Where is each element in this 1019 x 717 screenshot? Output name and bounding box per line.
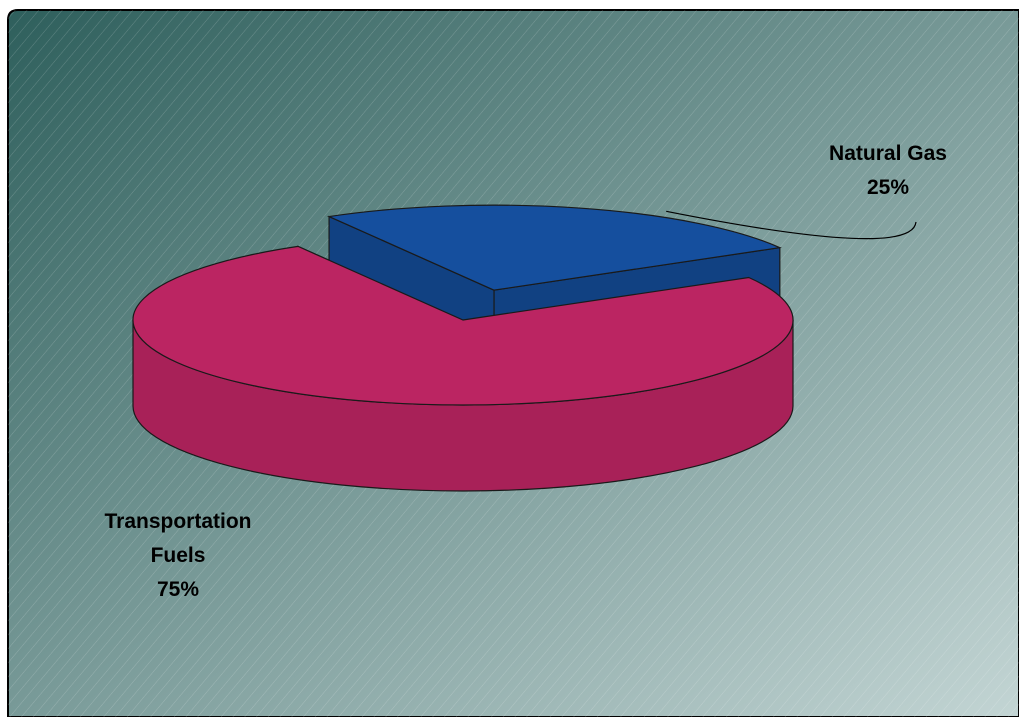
transportation-fuels-slice [132, 245, 794, 406]
transportation-fuels-name-label: Transportation [104, 510, 251, 533]
transportation-fuels-label: Transportation Fuels 75% [104, 510, 251, 601]
natural-gas-leader-line [666, 210, 917, 240]
natural-gas-name-label: Natural Gas [829, 142, 947, 165]
pie-chart [132, 204, 794, 492]
leader-lines [666, 210, 917, 240]
natural-gas-label: Natural Gas 25% [829, 142, 947, 199]
transportation-fuels-percent-label: 75% [157, 578, 199, 601]
data-labels: Transportation Fuels 75% Natural Gas 25% [104, 142, 946, 601]
transportation-fuels-name-label: Fuels [151, 544, 206, 567]
natural-gas-percent-label: 25% [867, 176, 909, 199]
natural-gas-slice [326, 204, 782, 291]
